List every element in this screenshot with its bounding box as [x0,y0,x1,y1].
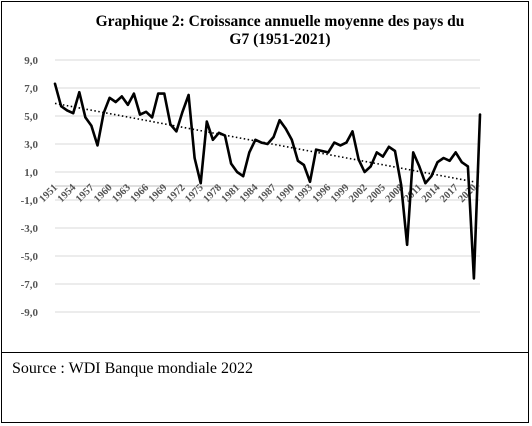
y-tick-label: 9,0 [24,55,38,67]
data-point [406,243,409,246]
data-point [84,116,87,119]
data-point [284,127,287,130]
data-point [339,144,342,147]
data-point [351,130,354,133]
data-point [217,131,221,134]
data-point [424,182,427,185]
data-point [290,138,293,141]
data-point [381,155,384,158]
data-point [387,145,391,148]
data-point [163,92,166,95]
y-tick-label: 5,0 [24,111,38,123]
data-point [205,120,208,123]
data-point [193,156,196,160]
data-point [175,130,178,133]
data-point [345,141,348,144]
y-axis-ticks: 9,0 7,0 5,0 3,0 1,0 -1,0 -3,0 -5,0 -7,0 -9,0 [21,55,39,319]
data-point [236,170,239,174]
x-tick-label: 1984 [238,182,261,205]
divider [1,352,529,353]
data-point [278,119,281,122]
source-note: Source : WDI Banque mondiale 2022 [12,360,253,377]
data-point [357,158,360,161]
data-point [296,159,299,162]
y-tick-label: 7,0 [24,83,38,95]
data-point [66,109,69,112]
data-point [78,91,81,94]
data-point [454,151,457,154]
data-point [302,163,306,167]
y-tick-label: -1,0 [21,195,39,207]
data-point [363,170,366,174]
data-point [90,124,93,127]
series [53,82,482,280]
data-point [436,161,439,164]
series-line [53,82,482,280]
data-point [327,151,330,154]
data-point [375,151,378,154]
data-point [120,95,123,98]
data-point [272,135,275,139]
data-point [229,162,233,165]
data-point [478,113,482,116]
y-tick-label: 1,0 [24,167,38,179]
data-point [266,142,269,146]
data-point [472,277,476,280]
data-point [151,116,154,119]
data-point [108,96,111,99]
data-point [466,165,469,168]
data-point [132,92,136,95]
data-point [333,141,336,144]
data-point [144,110,148,113]
data-point [393,149,397,153]
data-point [114,100,117,104]
data-point [53,82,57,85]
data-point [102,112,105,115]
data-point [169,123,172,126]
data-point [72,112,75,115]
data-point [96,144,99,147]
data-point [126,103,129,106]
y-tick-label: -3,0 [21,223,39,235]
data-point [314,148,318,151]
data-point [369,165,372,168]
data-point [199,182,202,185]
y-tick-label: -7,0 [21,279,39,291]
data-point [248,151,251,154]
data-point [254,138,257,141]
data-point [223,134,227,137]
y-tick-label: -9,0 [21,307,39,319]
data-point [460,161,463,164]
data-point [181,110,184,113]
data-point [399,183,403,186]
x-tick-label: 2014 [420,182,443,205]
data-point [59,105,63,108]
chart-title: Graphique 2: Croissance annuelle moyenne… [95,13,465,48]
data-point [321,149,324,153]
data-point [187,93,190,97]
data-point [418,165,421,168]
data-point [430,175,433,178]
data-point [442,156,445,160]
x-tick-label: 1954 [56,182,79,205]
data-point [448,159,451,162]
data-point [242,175,245,178]
y-tick-label: -5,0 [21,251,39,263]
data-point [412,151,415,154]
data-point [157,92,160,95]
data-point [211,138,214,141]
data-point [138,113,142,116]
x-axis-ticks: 1951195419571960196319661969197219751978… [37,182,479,205]
gridlines [55,59,480,313]
data-point [260,141,263,144]
data-point [308,180,312,183]
y-tick-label: 3,0 [24,139,38,151]
